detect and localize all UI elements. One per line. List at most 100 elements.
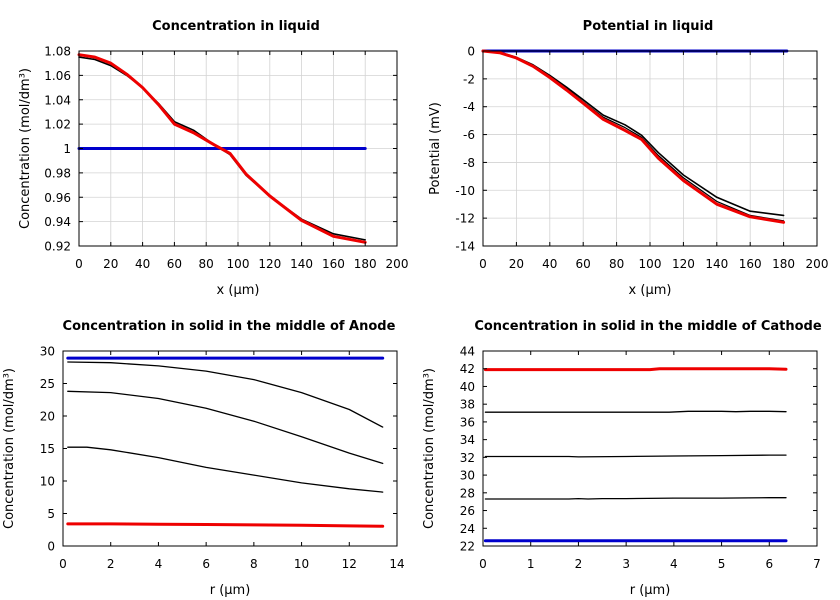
x-tick-label: 180	[772, 257, 795, 271]
x-tick-label: 14	[389, 557, 404, 571]
y-tick-label: 44	[460, 345, 475, 359]
series-line-final	[77, 53, 367, 244]
x-tick-label: 160	[322, 257, 345, 271]
y-tick-label: 15	[40, 442, 55, 456]
y-tick-label: 1	[63, 142, 71, 156]
x-tick-label: 0	[479, 557, 487, 571]
x-tick-label: 12	[342, 557, 357, 571]
y-tick-label: 30	[460, 469, 475, 483]
x-tick-label: 8	[250, 557, 258, 571]
x-axis-label: x (µm)	[217, 283, 260, 298]
x-tick-label: 20	[103, 257, 118, 271]
x-tick-label: 200	[806, 257, 829, 271]
y-axis-label: Potential (mV)	[428, 102, 443, 195]
chart-title: Potential in liquid	[583, 19, 714, 34]
y-tick-label: 24	[460, 522, 475, 536]
plot-frame	[62, 350, 398, 547]
y-tick-label: -4	[463, 100, 475, 114]
x-tick-label: 5	[718, 557, 726, 571]
x-tick-label: 2	[575, 557, 583, 571]
series-line-t2	[67, 390, 384, 465]
x-tick-label: 40	[542, 257, 557, 271]
x-tick-label: 200	[386, 257, 409, 271]
chart-title: Concentration in liquid	[152, 19, 320, 34]
y-tick-label: 20	[40, 410, 55, 424]
chart-title: Concentration in solid in the middle of …	[63, 319, 396, 334]
y-tick-label: -12	[455, 212, 475, 226]
y-tick-label: 0.98	[44, 166, 71, 180]
y-tick-label: -10	[455, 184, 475, 198]
series-line-t2	[484, 454, 787, 458]
y-tick-label: 34	[460, 433, 475, 447]
series-line-final	[66, 522, 385, 528]
y-tick-label: 1.08	[44, 45, 71, 59]
y-tick-label: 32	[460, 451, 475, 465]
chart-panel-4: Concentration in solid in the middle of …	[422, 319, 822, 598]
x-tick-label: 140	[705, 257, 728, 271]
series-line-t3	[484, 410, 787, 413]
series-line-t1	[67, 361, 384, 428]
x-tick-label: 20	[509, 257, 524, 271]
x-tick-label: 60	[576, 257, 591, 271]
x-tick-label: 180	[354, 257, 377, 271]
y-tick-label: -2	[463, 72, 475, 86]
x-tick-label: 3	[622, 557, 630, 571]
x-axis-label: x (µm)	[629, 283, 672, 298]
y-tick-label: 28	[460, 486, 475, 500]
y-tick-label: 10	[40, 475, 55, 489]
y-axis-label: Concentration (mol/dm³)	[422, 368, 437, 529]
y-tick-label: 22	[460, 540, 475, 554]
x-axis-label: r (µm)	[630, 583, 671, 598]
chart-panel-2: Potential in liquid 0 20 40 60 80 100 120 140 160…	[428, 19, 828, 298]
series-line-t1	[484, 497, 787, 500]
y-tick-label: -8	[463, 156, 475, 170]
y-axis-label: Concentration (mol/dm³)	[2, 368, 17, 529]
y-tick-label: 1.02	[44, 118, 71, 132]
y-tick-label: 40	[460, 380, 475, 394]
x-tick-label: 140	[290, 257, 313, 271]
x-tick-label: 0	[75, 257, 83, 271]
x-tick-label: 6	[202, 557, 210, 571]
y-tick-label: 25	[40, 377, 55, 391]
y-tick-label: 0.96	[44, 191, 71, 205]
y-tick-label: 1.06	[44, 69, 71, 83]
y-tick-label: 1.04	[44, 93, 71, 107]
x-axis-label: r (µm)	[210, 583, 251, 598]
y-tick-label: 0.92	[44, 240, 71, 254]
x-tick-label: 80	[199, 257, 214, 271]
chart-title: Concentration in solid in the middle of …	[474, 319, 822, 334]
x-tick-label: 10	[294, 557, 309, 571]
x-tick-label: 120	[258, 257, 281, 271]
chart-panel-3: Concentration in solid in the middle of …	[2, 319, 405, 598]
x-tick-label: 160	[739, 257, 762, 271]
x-tick-label: 60	[167, 257, 182, 271]
series-line-final	[483, 367, 788, 372]
y-tick-label: 5	[47, 507, 55, 521]
series-line-final	[481, 49, 786, 224]
x-tick-label: 6	[765, 557, 773, 571]
x-tick-label: 7	[813, 557, 821, 571]
x-tick-label: 4	[155, 557, 163, 571]
x-tick-label: 40	[135, 257, 150, 271]
y-tick-label: 0.94	[44, 215, 71, 229]
plot-frame	[482, 350, 818, 547]
series-line-t3	[67, 446, 384, 493]
y-tick-label: 38	[460, 398, 475, 412]
y-tick-label: 42	[460, 362, 475, 376]
y-axis-label: Concentration (mol/dm³)	[18, 68, 33, 229]
x-tick-label: 0	[59, 557, 67, 571]
x-tick-label: 0	[479, 257, 487, 271]
y-tick-label: 0	[47, 540, 55, 554]
x-tick-label: 2	[107, 557, 115, 571]
y-tick-label: 26	[460, 504, 475, 518]
y-tick-label: 36	[460, 415, 475, 429]
x-tick-label: 4	[670, 557, 678, 571]
y-tick-label: 0	[467, 45, 475, 59]
x-tick-label: 80	[609, 257, 624, 271]
x-tick-label: 100	[227, 257, 250, 271]
y-tick-label: 30	[40, 345, 55, 359]
x-tick-label: 120	[672, 257, 695, 271]
x-tick-label: 100	[639, 257, 662, 271]
x-tick-label: 1	[527, 557, 535, 571]
